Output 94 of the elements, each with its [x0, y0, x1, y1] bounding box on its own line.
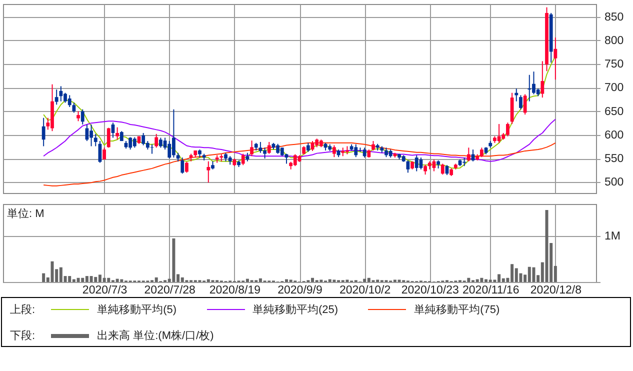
- candlestick: [154, 133, 158, 148]
- y-tick-label: 500: [604, 176, 624, 189]
- candlestick: [132, 136, 136, 148]
- y-tick-label: 700: [604, 82, 624, 94]
- candlestick: [406, 160, 410, 174]
- bar: [50, 261, 54, 282]
- bar: [81, 278, 84, 282]
- candlestick: [59, 86, 63, 102]
- x-tick-label: 2020/10/2: [339, 284, 391, 296]
- bar: [528, 266, 531, 282]
- bar: [367, 278, 370, 282]
- bar: [328, 279, 332, 282]
- legend-label: 単純移動平均(5): [97, 303, 177, 317]
- bar: [68, 276, 72, 282]
- bar: [480, 278, 484, 282]
- legend-label: 単純移動平均(25): [252, 303, 338, 317]
- candlestick: [480, 147, 484, 158]
- x-tick-label: 2020/11/16: [462, 284, 520, 296]
- candlestick: [440, 163, 444, 176]
- y-axis-title: 単位: M: [7, 208, 44, 220]
- candlestick: [85, 124, 89, 142]
- candlestick: [128, 136, 132, 150]
- candlestick: [80, 108, 84, 125]
- candlestick: [68, 94, 72, 108]
- candlestick: [528, 74, 532, 102]
- candlestick: [523, 94, 527, 116]
- y-tick-label: 600: [604, 129, 624, 142]
- candlestick: [42, 117, 46, 147]
- x-tick-label: 2020/9/9: [278, 284, 322, 296]
- candlestick: [258, 141, 262, 154]
- candlestick: [267, 141, 271, 154]
- bar: [76, 278, 80, 282]
- bar: [467, 278, 470, 282]
- candlestick: [362, 147, 366, 158]
- candlestick: [424, 164, 427, 176]
- bar: [107, 278, 110, 282]
- candlestick: [372, 140, 375, 151]
- y-tick-label: 1M: [604, 230, 620, 243]
- bar: [116, 278, 119, 282]
- candlestick: [102, 147, 106, 160]
- bar: [502, 278, 505, 282]
- candlestick: [293, 154, 297, 167]
- y-tick-label: 850: [604, 11, 624, 24]
- candlestick: [76, 110, 80, 122]
- candlestick: [276, 143, 280, 154]
- candlestick: [519, 94, 522, 110]
- candlestick: [263, 147, 266, 160]
- candlestick: [466, 147, 470, 162]
- y-tick-label: 650: [604, 106, 624, 118]
- candlestick: [206, 160, 210, 184]
- candlestick: [180, 157, 184, 174]
- candlestick: [94, 133, 98, 147]
- candlestick: [106, 127, 110, 148]
- candlestick: [185, 161, 188, 174]
- candlestick: [332, 144, 336, 158]
- candlestick: [354, 144, 358, 158]
- candlestick: [142, 132, 146, 146]
- bar: [172, 238, 176, 282]
- y-tick-label: 800: [604, 34, 624, 47]
- bar: [94, 276, 98, 282]
- bar: [206, 279, 210, 282]
- bar: [180, 277, 184, 282]
- bar: [102, 278, 106, 282]
- bar: [90, 276, 93, 282]
- x-tick-label: 2020/8/19: [209, 284, 261, 296]
- bar: [532, 267, 536, 282]
- x-tick-label: 2020/12/8: [530, 284, 582, 296]
- candlestick: [554, 37, 558, 80]
- candlestick: [150, 144, 154, 154]
- text: 上段:: [10, 303, 36, 317]
- bar: [42, 273, 46, 282]
- x-tick-label: 2020/7/28: [144, 284, 196, 296]
- candlestick: [540, 60, 544, 98]
- candlestick: [250, 140, 254, 157]
- bar: [545, 210, 548, 282]
- y-tick-label: 750: [604, 58, 624, 71]
- candlestick: [158, 137, 162, 148]
- candlestick: [241, 153, 245, 166]
- bar: [514, 268, 518, 282]
- candlestick: [168, 140, 172, 160]
- legend-label: 単純移動平均(75): [414, 303, 500, 317]
- legend-label: 出来高 単位:(M株/口/枚): [97, 328, 214, 343]
- candlestick: [116, 126, 120, 140]
- candlestick: [414, 154, 418, 172]
- candlestick: [72, 102, 76, 114]
- text: 下段:: [10, 329, 36, 343]
- bar: [154, 277, 158, 282]
- line-series: [43, 118, 556, 162]
- x-tick-label: 2020/10/23: [401, 284, 459, 296]
- x-tick-label: 2020/7/3: [82, 284, 128, 296]
- candlestick: [54, 89, 58, 106]
- bar: [120, 279, 124, 282]
- bar: [476, 279, 479, 282]
- y-tick-label: 550: [604, 153, 624, 166]
